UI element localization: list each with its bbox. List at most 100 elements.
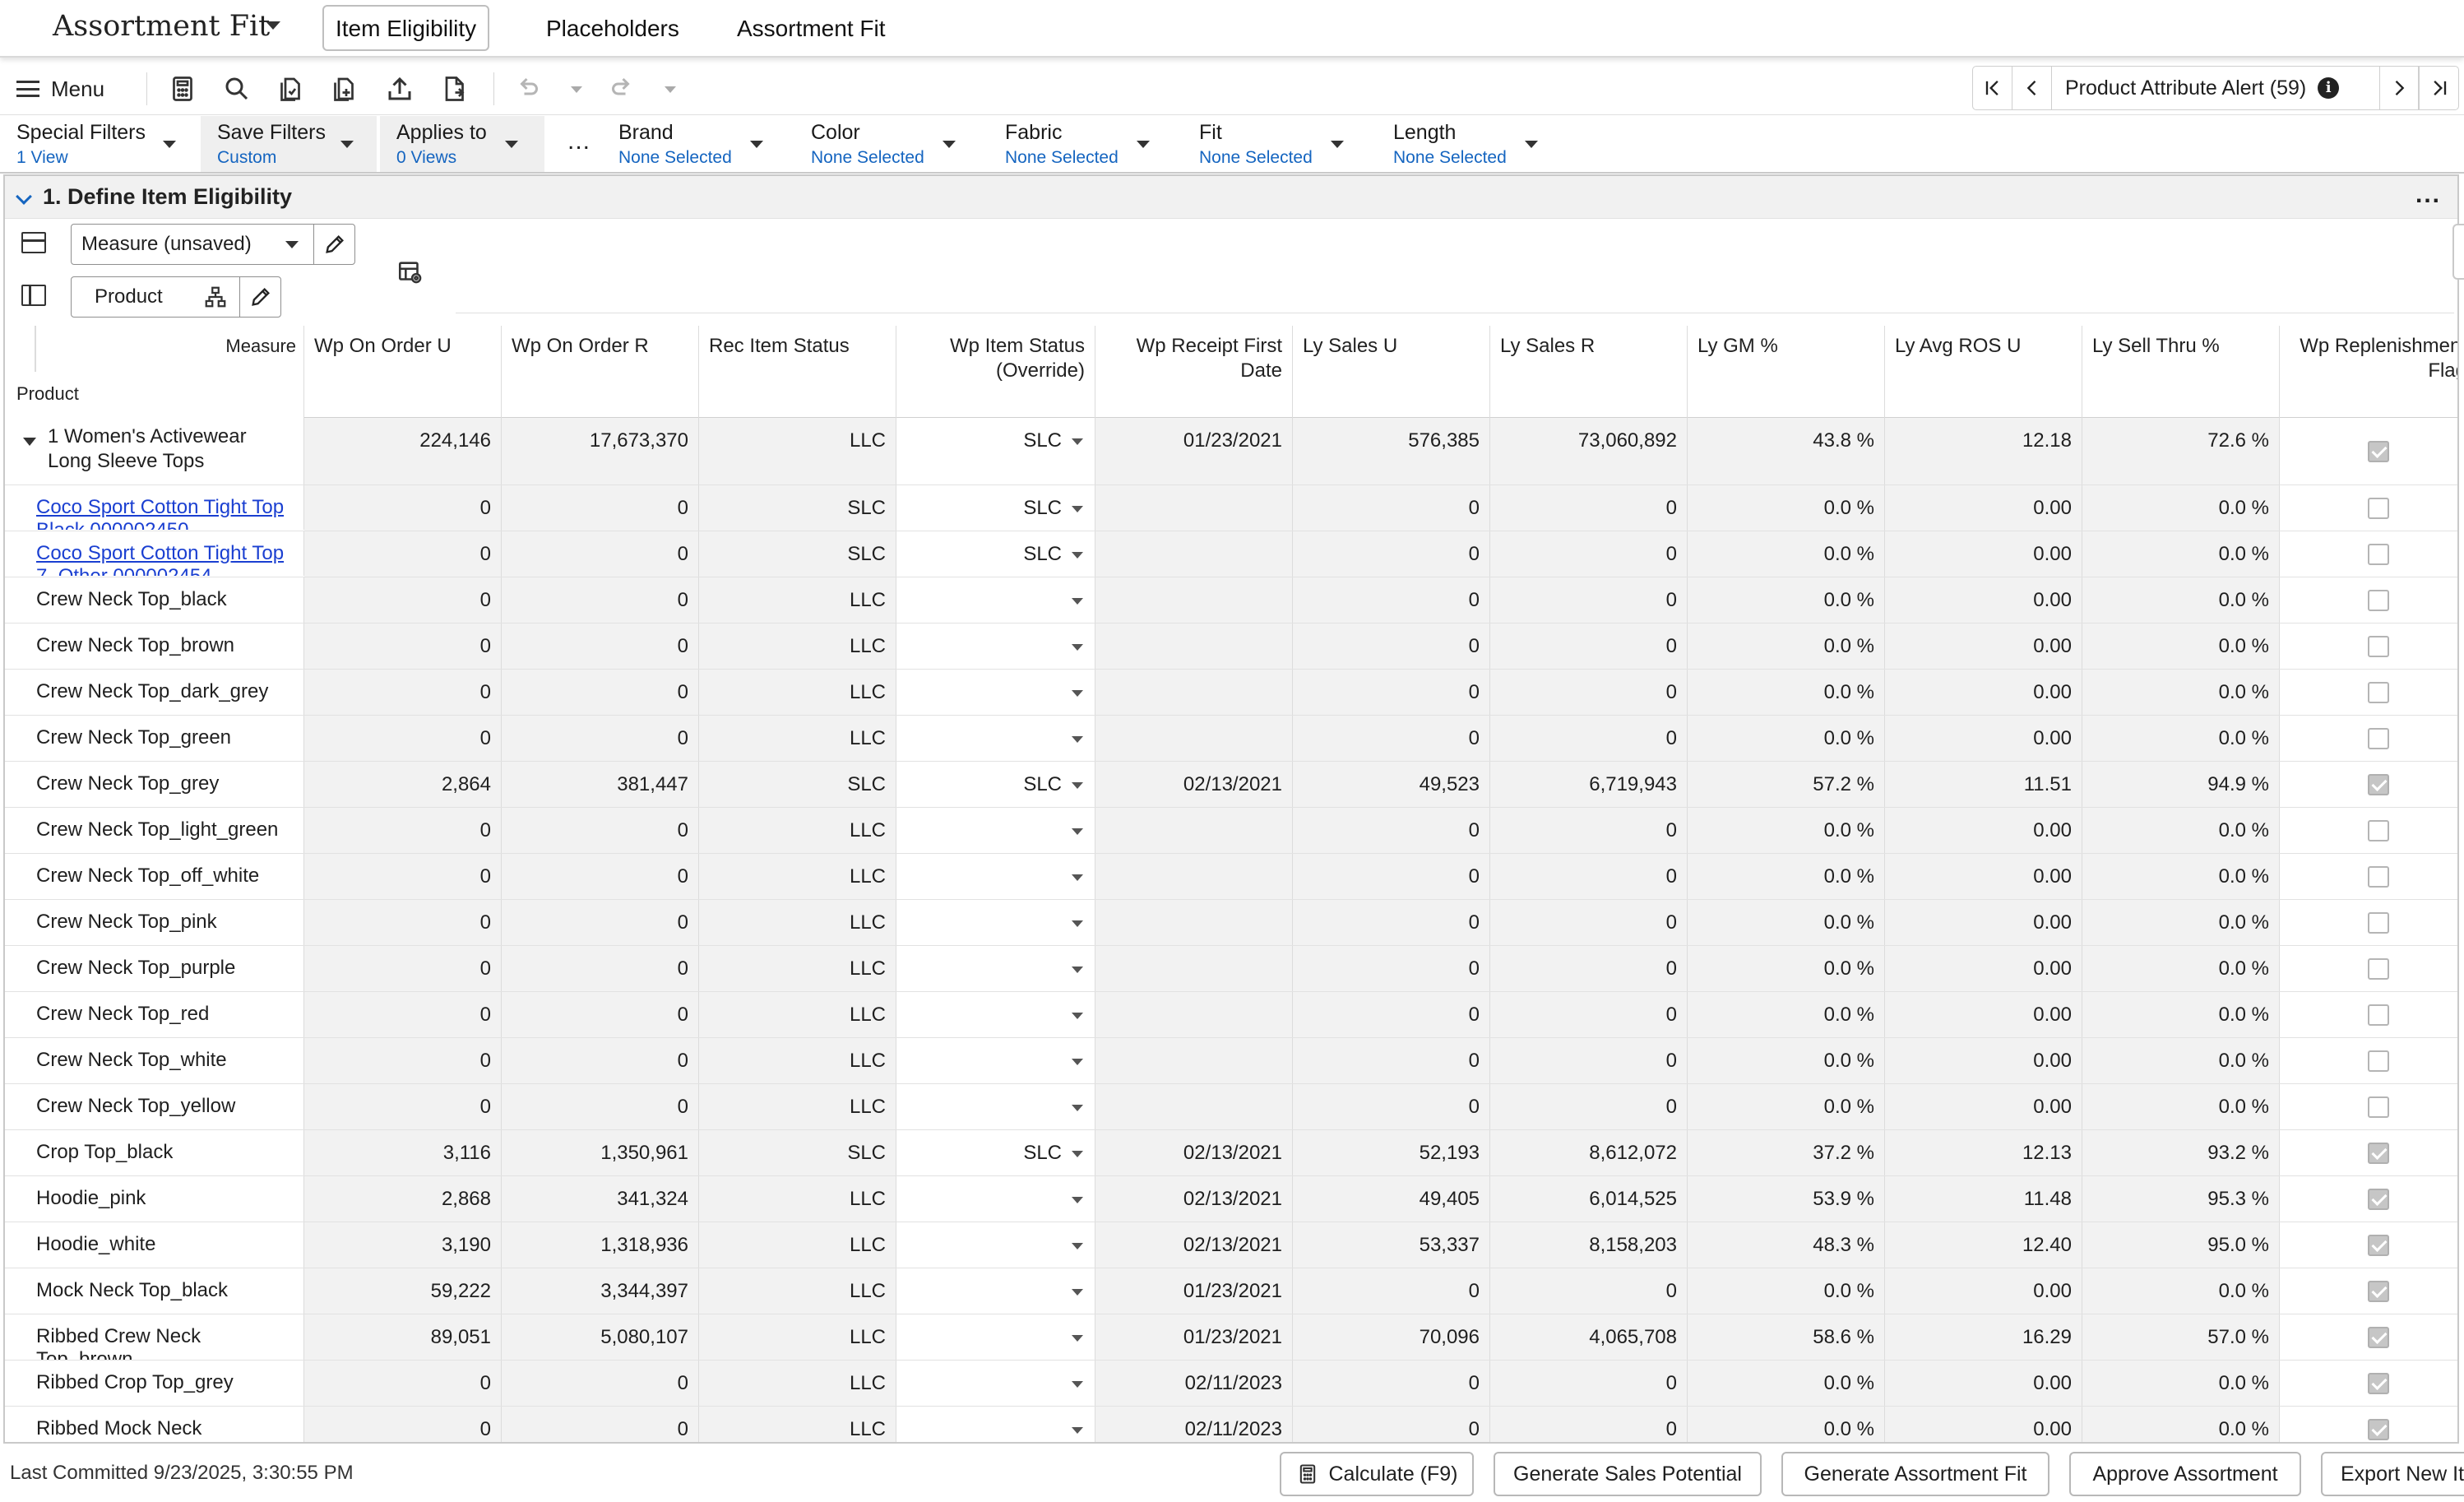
approve-assortment-button[interactable]: Approve Assortment (2069, 1452, 2301, 1496)
replenishment-flag-checkbox[interactable] (2367, 1418, 2389, 1440)
replenishment-flag-checkbox[interactable] (2367, 589, 2389, 611)
export-icon[interactable] (385, 74, 415, 104)
item-status-override-dropdown[interactable] (896, 1407, 1095, 1442)
item-status-override-dropdown[interactable]: SLC (896, 762, 1095, 807)
page-icon[interactable] (439, 74, 469, 104)
menu-button[interactable]: Menu (16, 71, 104, 107)
calculator-icon[interactable] (168, 74, 197, 104)
item-status-override-dropdown[interactable] (896, 1314, 1095, 1360)
fit-filter[interactable]: Fit None Selected (1183, 116, 1355, 172)
item-status-override-dropdown[interactable]: SLC (896, 485, 1095, 531)
undo-icon[interactable] (513, 74, 543, 104)
replenishment-flag-checkbox[interactable] (2367, 1326, 2389, 1348)
column-header[interactable]: Ly Sales R (1490, 326, 1688, 418)
grid-settings-icon[interactable] (396, 258, 424, 286)
paste-document-icon[interactable] (329, 74, 359, 104)
special-filters-dropdown[interactable]: Special Filters 1 View (0, 116, 196, 172)
replenishment-flag-checkbox[interactable] (2367, 635, 2389, 657)
replenishment-flag-checkbox[interactable] (2367, 440, 2389, 462)
length-filter[interactable]: Length None Selected (1377, 116, 1549, 172)
hierarchy-icon[interactable] (203, 285, 228, 309)
more-filters-button[interactable]: ... (567, 127, 591, 155)
search-icon[interactable] (222, 74, 252, 104)
edit-product-button[interactable] (239, 277, 280, 317)
item-status-override-dropdown[interactable]: SLC (896, 418, 1095, 484)
item-status-override-dropdown[interactable] (896, 1176, 1095, 1222)
product-link[interactable]: Coco Sport Cotton Tight Top Black 000002… (5, 485, 304, 530)
replenishment-flag-checkbox[interactable] (2367, 911, 2389, 934)
replenishment-flag-checkbox[interactable] (2367, 497, 2389, 519)
column-header[interactable]: Ly Sales U (1293, 326, 1490, 418)
next-alert-button[interactable] (2379, 67, 2419, 109)
redo-icon[interactable] (607, 74, 637, 104)
item-status-override-dropdown[interactable] (896, 946, 1095, 991)
item-status-override-dropdown[interactable] (896, 1268, 1095, 1314)
replenishment-flag-checkbox[interactable] (2367, 1280, 2389, 1302)
replenishment-flag-checkbox[interactable] (2367, 1004, 2389, 1026)
alert-selector[interactable]: Product Attribute Alert (59) i (2052, 76, 2379, 100)
column-header[interactable]: Wp On Order R (502, 326, 699, 418)
replenishment-flag-checkbox[interactable] (2367, 727, 2389, 749)
replenishment-flag-checkbox[interactable] (2367, 865, 2389, 888)
column-header[interactable]: Wp On Order U (304, 326, 502, 418)
item-status-override-dropdown[interactable]: SLC (896, 1130, 1095, 1175)
fabric-filter[interactable]: Fabric None Selected (989, 116, 1161, 172)
export-new-items-button[interactable]: Export New Items (2321, 1452, 2464, 1496)
expand-collapse-caret-icon[interactable] (23, 438, 36, 446)
item-status-override-dropdown[interactable] (896, 854, 1095, 899)
replenishment-flag-checkbox[interactable] (2367, 1188, 2389, 1210)
column-header[interactable]: Ly Sell Thru % (2082, 326, 2280, 418)
replenishment-flag-checkbox[interactable] (2367, 1142, 2389, 1164)
vertical-scroll-handle[interactable] (2452, 224, 2464, 280)
copy-document-icon[interactable] (276, 74, 305, 104)
replenishment-flag-checkbox[interactable] (2367, 957, 2389, 980)
last-alert-button[interactable] (2419, 67, 2458, 109)
save-filters-dropdown[interactable]: Save Filters Custom (201, 116, 377, 172)
item-status-override-dropdown[interactable] (896, 624, 1095, 669)
generate-sales-potential-button[interactable]: Generate Sales Potential (1494, 1452, 1762, 1496)
item-status-override-dropdown[interactable] (896, 1084, 1095, 1129)
tab-placeholders[interactable]: Placeholders (546, 16, 679, 41)
replenishment-flag-checkbox[interactable] (2367, 1234, 2389, 1256)
app-switcher-caret-icon[interactable] (266, 21, 280, 30)
brand-filter[interactable]: Brand None Selected (602, 116, 775, 172)
panel-more-button[interactable]: ... (2415, 181, 2441, 208)
item-status-override-dropdown[interactable] (896, 577, 1095, 623)
tab-assortment-fit[interactable]: Assortment Fit (737, 16, 886, 41)
replenishment-flag-checkbox[interactable] (2367, 1096, 2389, 1118)
replenishment-flag-checkbox[interactable] (2367, 819, 2389, 841)
edit-measure-button[interactable] (313, 225, 354, 264)
product-selector[interactable]: Product (71, 276, 281, 318)
product-link[interactable]: Coco Sport Cotton Tight Top 7_Other 0000… (5, 531, 304, 576)
undo-history-caret-icon[interactable] (571, 86, 582, 93)
measure-selector[interactable]: Measure (unsaved) (71, 224, 355, 265)
item-status-override-dropdown[interactable] (896, 1038, 1095, 1083)
item-status-override-dropdown[interactable] (896, 1361, 1095, 1406)
info-icon[interactable]: i (2318, 77, 2340, 99)
generate-assortment-fit-button[interactable]: Generate Assortment Fit (1781, 1452, 2049, 1496)
item-status-override-dropdown[interactable] (896, 670, 1095, 715)
item-status-override-dropdown[interactable] (896, 808, 1095, 853)
item-status-override-dropdown[interactable]: SLC (896, 531, 1095, 577)
item-status-override-dropdown[interactable] (896, 992, 1095, 1037)
item-status-override-dropdown[interactable] (896, 716, 1095, 761)
column-header[interactable]: Rec Item Status (699, 326, 896, 418)
applies-to-dropdown[interactable]: Applies to 0 Views (380, 116, 544, 172)
item-status-override-dropdown[interactable] (896, 900, 1095, 945)
first-alert-button[interactable] (1973, 67, 2012, 109)
previous-alert-button[interactable] (2012, 67, 2052, 109)
replenishment-flag-checkbox[interactable] (2367, 543, 2389, 565)
column-header[interactable]: Ly Avg ROS U (1885, 326, 2082, 418)
column-header[interactable]: Wp Replenishment Flag (2280, 326, 2457, 418)
tab-item-eligibility[interactable]: Item Eligibility (322, 5, 490, 51)
column-header[interactable]: Wp Item Status (Override) (896, 326, 1095, 418)
redo-history-caret-icon[interactable] (665, 86, 676, 93)
replenishment-flag-checkbox[interactable] (2367, 773, 2389, 795)
app-title[interactable]: Assortment Fit (53, 10, 271, 43)
column-header[interactable]: Ly GM % (1688, 326, 1885, 418)
collapse-chevron-icon[interactable] (16, 188, 32, 205)
color-filter[interactable]: Color None Selected (794, 116, 967, 172)
calculate-button[interactable]: Calculate (F9) (1280, 1452, 1474, 1496)
replenishment-flag-checkbox[interactable] (2367, 1372, 2389, 1394)
item-status-override-dropdown[interactable] (896, 1222, 1095, 1268)
